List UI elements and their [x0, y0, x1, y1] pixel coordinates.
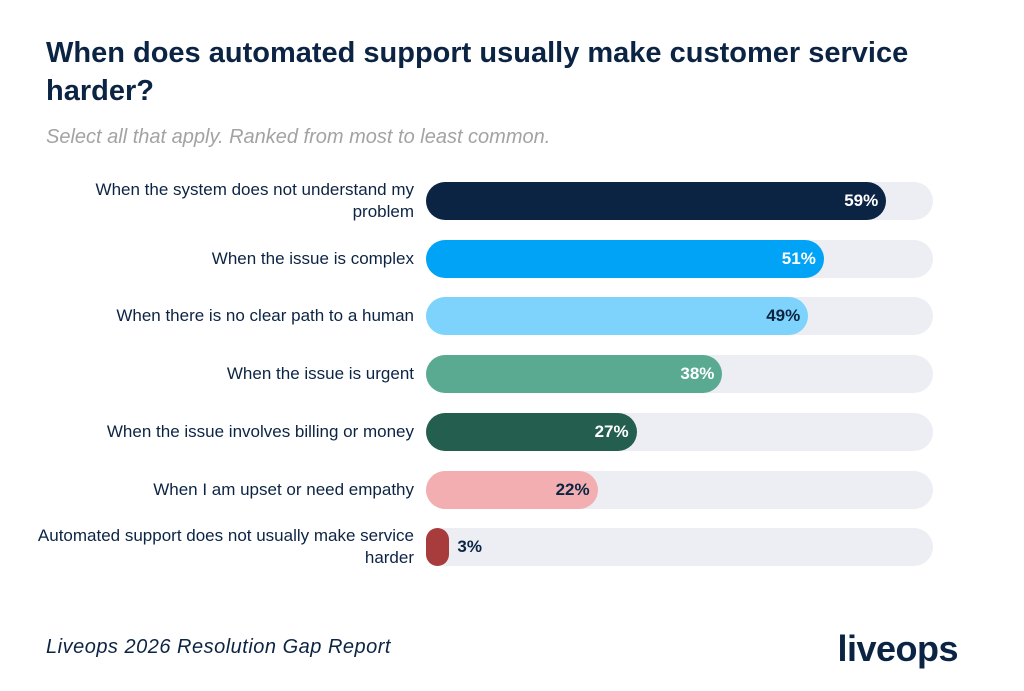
value-label: 22%: [555, 479, 590, 499]
value-label: 51%: [781, 248, 816, 268]
chart-title: When does automated support usually make…: [46, 37, 909, 107]
bar: [426, 239, 824, 278]
value-label: 59%: [844, 191, 879, 210]
chart-subtitle: Select all that apply. Ranked from most …: [46, 126, 551, 148]
bar: [426, 470, 598, 509]
category-label: When I am upset or need empathy: [153, 479, 414, 499]
bar: [426, 182, 887, 220]
category-label: When the issue is complex: [211, 248, 414, 268]
category-label: When the issue involves billing or money: [106, 421, 414, 441]
category-label: Automated support does not usually make …: [37, 526, 414, 568]
category-label: When the issue is urgent: [226, 364, 414, 384]
bar: [426, 355, 723, 394]
category-label: When the system does not understand my p…: [95, 180, 414, 221]
value-label: 38%: [680, 364, 715, 384]
value-label: 27%: [594, 421, 629, 441]
logo: liveops: [837, 628, 958, 669]
source: Liveops 2026 Resolution Gap Report: [46, 636, 391, 658]
value-label: 3%: [457, 537, 482, 557]
bar: [426, 412, 637, 451]
value-label: 49%: [766, 306, 801, 326]
bar-track: [426, 528, 933, 567]
bar: [426, 297, 809, 336]
bar: [426, 528, 450, 567]
category-label: When there is no clear path to a human: [116, 306, 414, 326]
